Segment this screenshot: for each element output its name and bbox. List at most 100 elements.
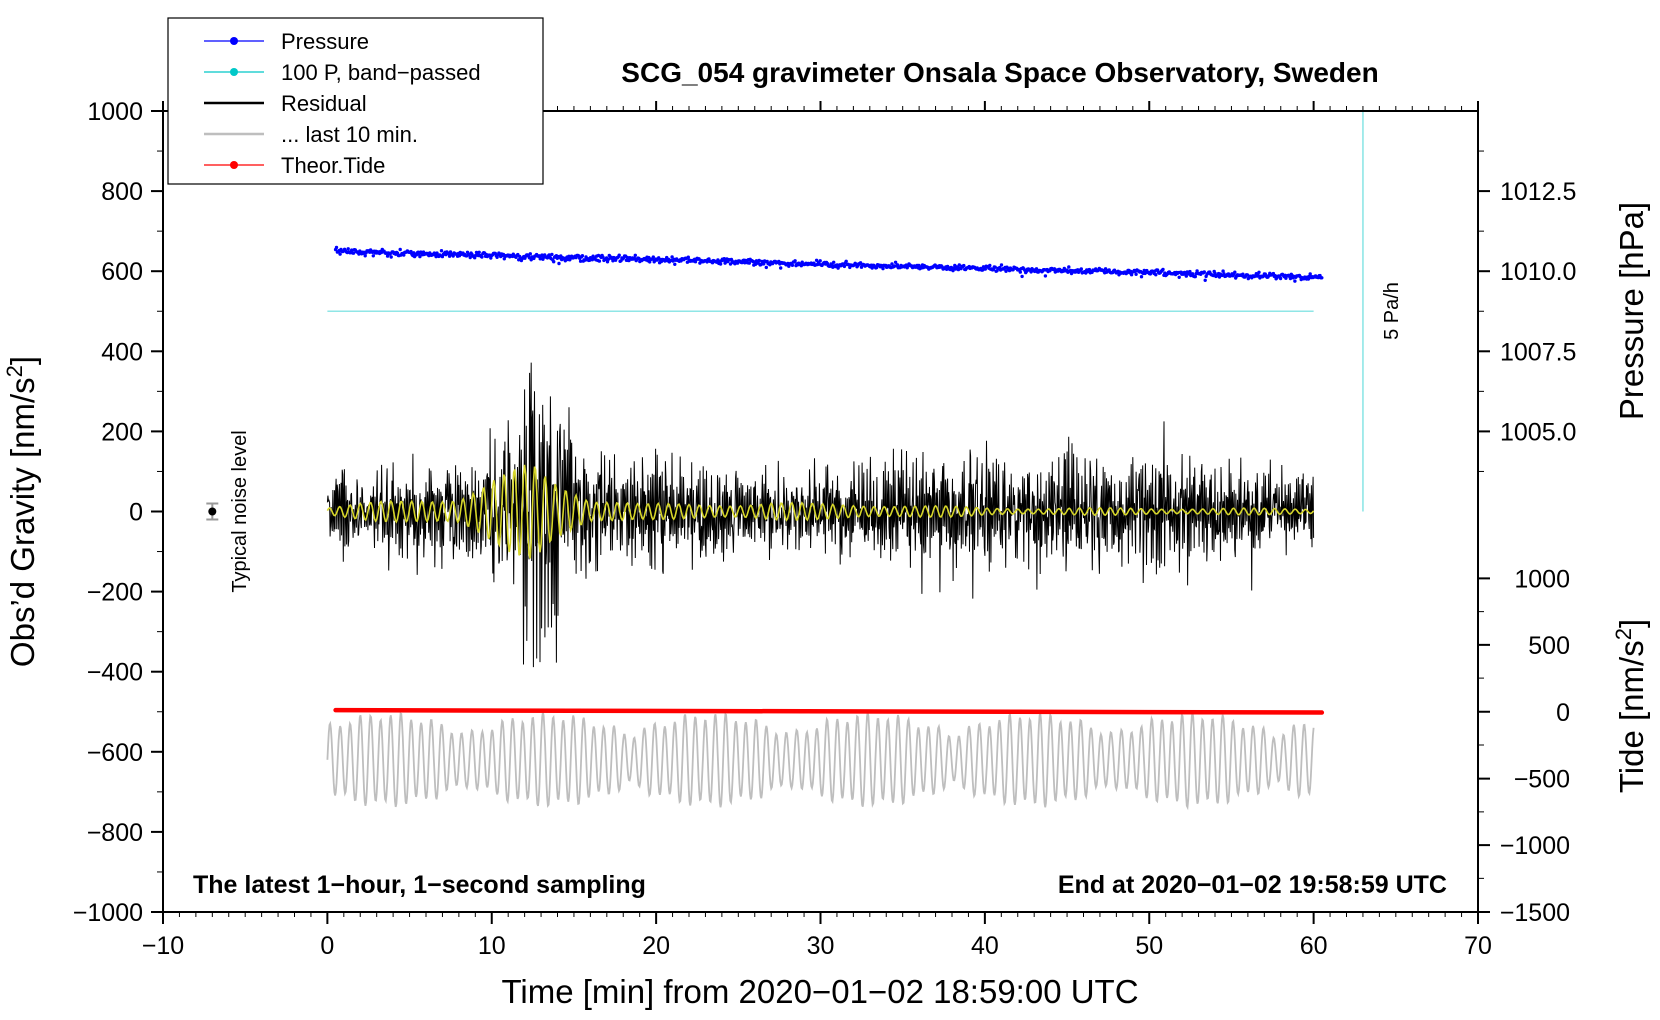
series-layer	[206, 111, 1364, 811]
chart-title: SCG_054 gravimeter Onsala Space Observat…	[621, 57, 1378, 88]
pressure-point	[793, 259, 797, 263]
pressure-point	[1202, 270, 1207, 274]
tide-tick-label: −500	[1514, 766, 1570, 794]
x-tick-label: 10	[478, 932, 506, 960]
pressure-point	[538, 257, 542, 261]
x-tick-label: 50	[1135, 932, 1163, 960]
pressure-point	[480, 255, 484, 259]
pressure-point	[346, 247, 350, 251]
tide-axis-label-tail: ]	[1613, 619, 1650, 628]
y-tick-label: 200	[101, 418, 143, 446]
y-tick-label: −1000	[73, 899, 143, 927]
y-tick-label: −400	[87, 659, 143, 687]
pressure-point	[439, 249, 444, 253]
pressure-point	[578, 259, 583, 263]
pressure-point	[673, 262, 677, 266]
pressure-point	[870, 266, 874, 270]
pressure-point	[1043, 274, 1048, 278]
y-axis-label-text: Obs’d Gravity [nm/s	[4, 377, 41, 667]
pressure-point	[993, 265, 997, 269]
pressure-point	[409, 249, 413, 254]
pressure-point	[1103, 267, 1108, 271]
pressure-point	[718, 262, 723, 266]
pressure-point	[1177, 275, 1181, 279]
legend-swatch-dot	[230, 161, 238, 169]
x-tick-label: 40	[971, 932, 999, 960]
y-tick-label: −800	[87, 819, 143, 847]
x-tick-label: 60	[1300, 932, 1328, 960]
tide-tick-label: 500	[1528, 632, 1570, 660]
pressure-point	[881, 266, 885, 271]
end-time-annotation: End at 2020−01−02 19:58:59 UTC	[1058, 871, 1447, 899]
pressure-point	[477, 250, 481, 254]
pressure-point	[1129, 273, 1134, 277]
pressure-tick-label: 1010.0	[1500, 258, 1576, 286]
tide-axis-label: Tide [nm/s2]	[1611, 619, 1650, 793]
legend-label: Pressure	[281, 29, 369, 54]
pressure-point	[552, 260, 556, 264]
pressure-point	[747, 261, 751, 265]
pressure-point	[764, 265, 768, 270]
pressure-point	[625, 255, 629, 260]
y-tick-label: −600	[87, 739, 143, 767]
pressure-point	[832, 260, 836, 264]
residual-line	[326, 362, 1315, 668]
pressure-point	[1139, 275, 1144, 279]
legend-swatch-dot	[230, 68, 238, 76]
y-tick-label: 0	[129, 499, 143, 527]
pressure-point	[1188, 269, 1192, 274]
pressure-point	[1067, 265, 1071, 269]
pressure-point	[1154, 273, 1158, 277]
chart-legend: Pressure 100 P, band−passed Residual ... la…	[167, 17, 544, 185]
pressure-point	[842, 264, 847, 269]
pressure-point	[1203, 278, 1207, 282]
tide-tick-label: −1000	[1500, 832, 1570, 860]
pressure-point	[338, 252, 342, 256]
pressure-point	[448, 250, 453, 254]
pressure-point	[983, 267, 987, 271]
pressure-point	[334, 245, 339, 250]
pressure-point	[890, 262, 894, 266]
pressure-point	[632, 256, 637, 260]
pressure-point	[1320, 276, 1324, 280]
x-axis-label: Time [min] from 2020−01−02 18:59:00 UTC	[501, 973, 1138, 1010]
legend-label: Theor.Tide	[281, 153, 385, 178]
pressure-point	[563, 259, 567, 263]
pressure-axis-label: Pressure [hPa]	[1613, 202, 1650, 420]
pressure-point	[1018, 270, 1022, 274]
pressure-point	[1184, 274, 1189, 278]
y-tick-label: 400	[101, 338, 143, 366]
theoretical-tide-line	[333, 707, 1325, 715]
pressure-point	[1221, 269, 1225, 273]
pressure-point	[686, 255, 690, 259]
pressure-point	[350, 248, 354, 252]
x-tick-label: 30	[807, 932, 835, 960]
pressure-point	[1079, 267, 1084, 271]
pressure-point	[402, 253, 406, 257]
pressure-point	[550, 252, 554, 257]
last-10-min-line	[326, 711, 1315, 811]
pressure-point	[670, 255, 674, 259]
pressure-point	[1308, 272, 1312, 276]
pressure-point	[557, 261, 561, 266]
pressure-point	[722, 257, 726, 261]
pressure-point	[418, 254, 422, 259]
pressure-point	[818, 259, 822, 263]
pressure-tick-label: 1005.0	[1500, 418, 1576, 446]
pressure-point	[1288, 276, 1293, 281]
pressure-point	[814, 258, 819, 262]
legend-box	[167, 17, 544, 185]
x-tick-label: 0	[320, 932, 334, 960]
pressure-rate-label: 5 Pa/h	[1381, 282, 1403, 340]
pressure-point	[1134, 272, 1138, 276]
pressure-point	[648, 260, 652, 264]
pressure-point	[1148, 272, 1153, 276]
y-axis-label-tail: ]	[4, 356, 41, 365]
pressure-point	[728, 262, 733, 266]
legend-label: 100 P, band−passed	[281, 60, 481, 85]
pressure-point	[651, 255, 655, 259]
tide-tick-label: −1500	[1500, 899, 1570, 927]
pressure-point	[597, 259, 602, 263]
legend-label: Residual	[281, 91, 367, 116]
